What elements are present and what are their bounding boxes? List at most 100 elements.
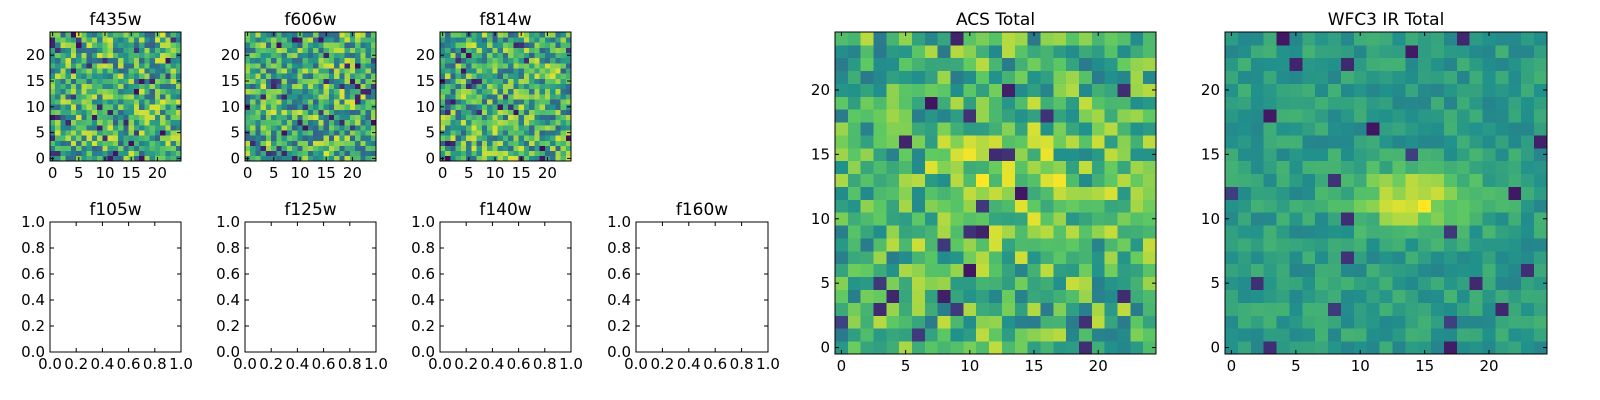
heatmap-cell [1379,263,1393,278]
heatmap-cell [466,135,472,141]
heatmap-cell [1379,135,1393,149]
heatmap-cell [534,42,540,48]
heatmap-cell [334,135,340,141]
heatmap-cell [873,160,887,175]
heatmap-cell [334,37,340,43]
heatmap-cell [1392,225,1406,239]
heatmap-cell [65,73,72,79]
heatmap-cell [835,276,849,290]
heatmap-cell [508,52,514,59]
heatmap-cell [276,104,283,110]
x-tick-label: 0 [243,164,253,182]
heatmap-cell [1328,225,1342,239]
heatmap-cell [963,341,977,355]
heatmap-cell [112,155,119,162]
heatmap-cell [1053,83,1067,97]
heatmap-cell [255,78,262,84]
heatmap-cell [481,57,488,64]
heatmap-cell [1263,225,1277,239]
heatmap-cell [1143,147,1157,162]
heatmap-cell [497,73,504,79]
heatmap-cell [886,109,900,123]
heatmap-cell [1040,225,1054,239]
heatmap-cell [1521,135,1535,149]
heatmap-cell [1250,160,1265,175]
heatmap-cell [440,93,446,100]
heatmap-cell [508,73,514,79]
y-tick-label: 1.0 [216,213,240,231]
heatmap-cell [1263,57,1277,72]
heatmap-cell [1053,57,1067,72]
heatmap-cell [160,109,166,115]
heatmap-cell [1469,276,1483,290]
heatmap-cell [1328,263,1342,278]
heatmap-cell [1263,135,1277,149]
heatmap-cell [281,83,288,90]
heatmap-cell [912,96,926,110]
heatmap-cell [471,109,478,115]
heatmap-cell [339,52,345,59]
heatmap-cell [534,83,540,90]
heatmap-cell [144,37,150,43]
heatmap-cell [1328,135,1342,149]
heatmap-cell [523,88,530,95]
heatmap-cell [360,130,366,136]
heatmap-cell [1508,315,1522,329]
heatmap-cell [281,68,288,74]
heatmap-cell [1392,302,1406,316]
heatmap-cell [265,47,272,54]
heatmap-cell [102,62,109,69]
heatmap-cell [835,250,849,265]
heatmap-cell [976,57,990,72]
heatmap-cell [502,104,509,110]
y-tick-label: 5 [35,124,45,142]
heatmap-cell [539,42,546,48]
x-tick-label: 0.2 [64,355,88,373]
heatmap-cell [1014,135,1028,149]
heatmap-cell [1392,122,1406,136]
heatmap-cell [292,42,298,48]
heatmap-cell [1263,83,1277,97]
heatmap-cell [471,130,478,136]
heatmap-cell [886,173,900,187]
heatmap-cell [912,135,926,149]
heatmap-cell [1117,83,1131,97]
heatmap-cell [154,99,161,105]
heatmap-cell [924,199,939,213]
heatmap-cell [250,124,256,131]
heatmap-cell [339,83,345,90]
heatmap-cell [1508,109,1522,123]
heatmap-cell [440,37,446,43]
heatmap-cell [76,57,82,64]
heatmap-cell [847,250,862,265]
heatmap-cell [123,93,129,100]
heatmap-cell [81,73,88,79]
heatmap-cell [1117,160,1131,175]
heatmap-cell [160,119,166,126]
heatmap-cell [1392,83,1406,97]
heatmap-cell [328,37,335,43]
heatmap-cell [360,62,366,69]
heatmap-cell [937,96,951,110]
heatmap-cell [81,88,88,95]
heatmap-cell [154,68,161,74]
heatmap-cell [271,114,277,121]
heatmap-cell [550,119,556,126]
heatmap-cell [1302,70,1316,84]
heatmap-cell [165,88,171,95]
heatmap-cell [86,78,93,84]
heatmap-cell [260,93,267,100]
heatmap-cell [1237,289,1252,303]
heatmap-cell [97,42,103,48]
heatmap-cell [102,68,109,74]
heatmap-cell [245,37,251,43]
heatmap-cell [154,78,161,84]
heatmap-cell [1353,276,1368,290]
heatmap-cell [1250,238,1265,252]
heatmap-cell [950,276,964,290]
heatmap-cell [1250,328,1265,342]
heatmap-cell [286,109,293,115]
x-tick-label: 10 [485,164,504,182]
heatmap-cell [344,119,351,126]
heatmap-cell [963,83,977,97]
